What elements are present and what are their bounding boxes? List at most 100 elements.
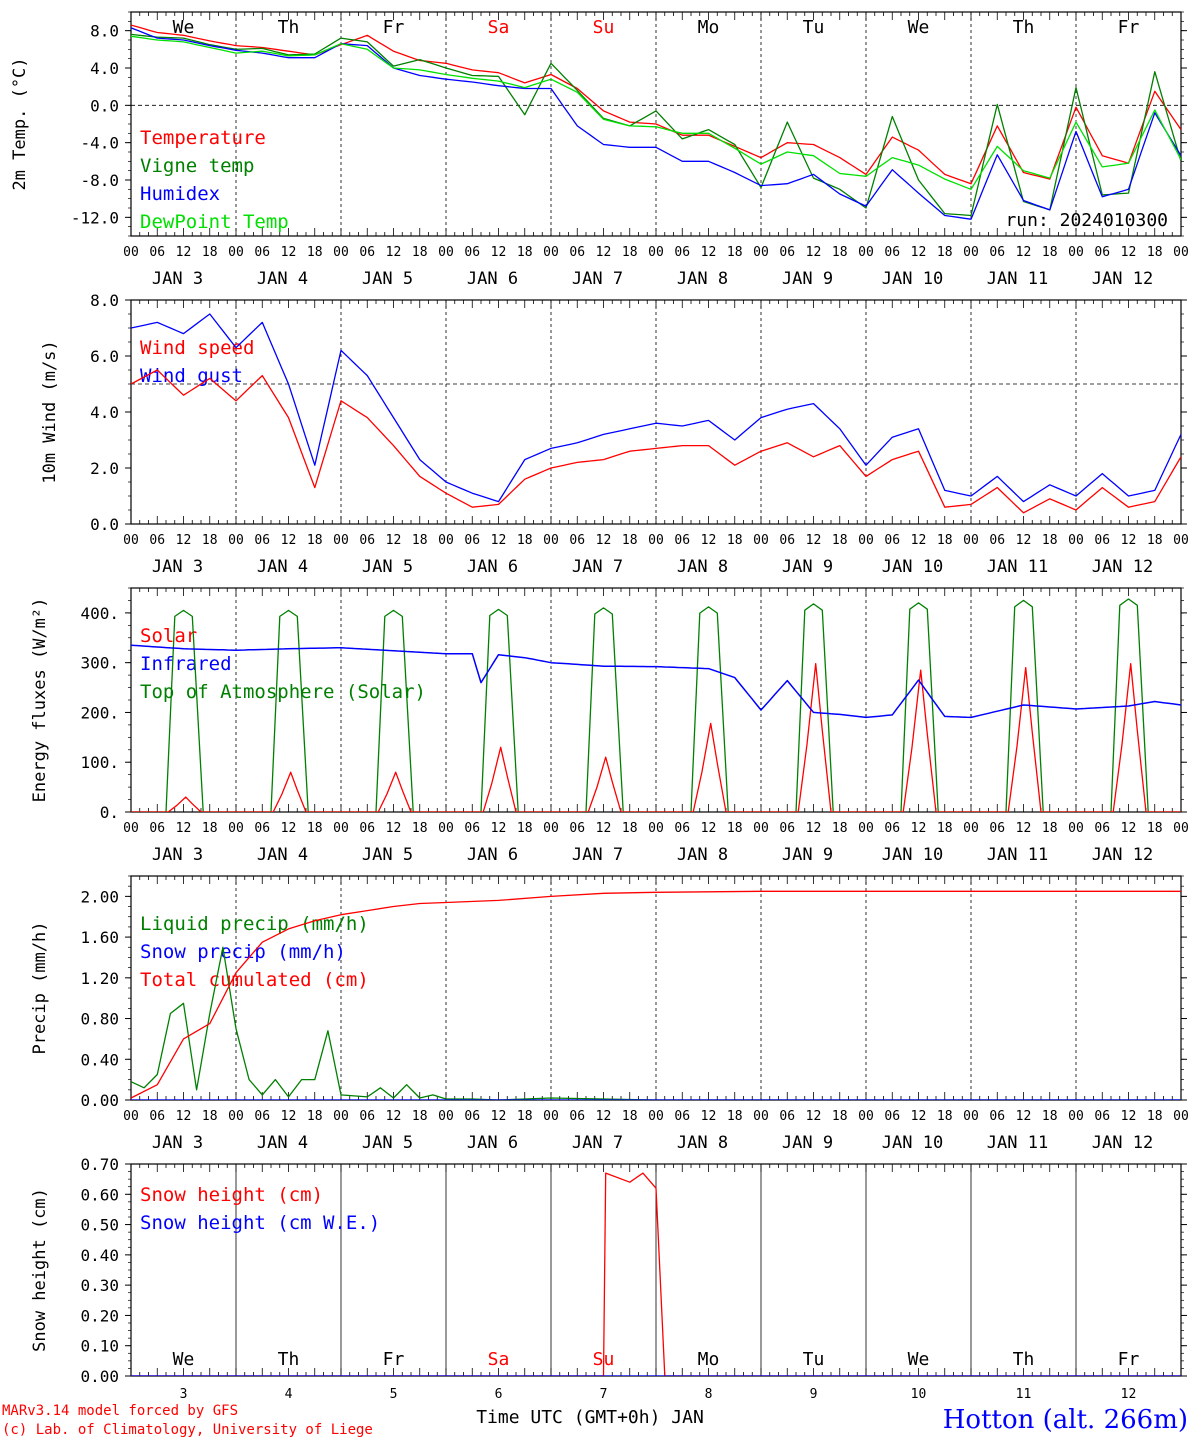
hour-label: 12 bbox=[911, 245, 927, 260]
y-tick-label: 0.70 bbox=[80, 1155, 119, 1174]
date-label: JAN 4 bbox=[257, 269, 308, 289]
hour-label: 06 bbox=[359, 821, 375, 836]
legend-entry: DewPoint Temp bbox=[140, 211, 289, 233]
hour-label: 06 bbox=[149, 821, 165, 836]
date-label: JAN 8 bbox=[677, 845, 728, 865]
date-label: JAN 6 bbox=[467, 1133, 518, 1153]
hour-label: 06 bbox=[464, 245, 480, 260]
hour-label: 12 bbox=[281, 245, 297, 260]
hour-label: 06 bbox=[569, 821, 585, 836]
hour-label: 12 bbox=[281, 1109, 297, 1124]
hour-label: 12 bbox=[806, 1109, 822, 1124]
y-tick-label: 0.20 bbox=[80, 1306, 119, 1325]
date-label: JAN 4 bbox=[257, 1133, 308, 1153]
hour-label: 18 bbox=[307, 245, 323, 260]
hour-label: 00 bbox=[543, 821, 559, 836]
hour-label: 00 bbox=[963, 245, 979, 260]
series-total-cumulated-cm- bbox=[131, 890, 1181, 1099]
hour-label: 06 bbox=[1094, 245, 1110, 260]
y-tick-label: 200. bbox=[80, 703, 119, 722]
weekday-label: Th bbox=[278, 1349, 300, 1370]
hour-label: 18 bbox=[517, 821, 533, 836]
hour-label: 00 bbox=[438, 821, 454, 836]
hour-label: 00 bbox=[228, 1109, 244, 1124]
hour-label: 18 bbox=[412, 245, 428, 260]
hour-label: 06 bbox=[1094, 821, 1110, 836]
hour-label: 06 bbox=[884, 1109, 900, 1124]
hour-label: 12 bbox=[386, 821, 402, 836]
hour-label: 12 bbox=[176, 1109, 192, 1124]
hour-label: 12 bbox=[701, 533, 717, 548]
hour-label: 00 bbox=[1173, 245, 1189, 260]
series-group bbox=[131, 313, 1181, 514]
hour-label: 00 bbox=[438, 1109, 454, 1124]
hour-label: 00 bbox=[753, 533, 769, 548]
day-number-label: 3 bbox=[180, 1387, 188, 1402]
hour-label: 12 bbox=[386, 245, 402, 260]
hour-label: 06 bbox=[884, 821, 900, 836]
hour-label: 12 bbox=[176, 245, 192, 260]
y-tick-label: 2.00 bbox=[80, 887, 119, 906]
y-tick-label: 0.60 bbox=[80, 1185, 119, 1204]
hour-label: 06 bbox=[884, 533, 900, 548]
y-tick-label: 0.0 bbox=[90, 96, 119, 115]
hour-label: 18 bbox=[1042, 533, 1058, 548]
hour-label: 18 bbox=[1147, 533, 1163, 548]
day-number-label: 4 bbox=[285, 1387, 293, 1402]
hour-label: 00 bbox=[648, 245, 664, 260]
legend-entry: Top of Atmosphere (Solar) bbox=[140, 681, 426, 703]
date-label: JAN 8 bbox=[677, 269, 728, 289]
hour-label: 00 bbox=[333, 533, 349, 548]
y-tick-label: 8.0 bbox=[90, 291, 119, 310]
date-label: JAN 10 bbox=[882, 269, 943, 289]
legend-entry: Liquid precip (mm/h) bbox=[140, 913, 369, 935]
date-label: JAN 3 bbox=[152, 1133, 203, 1153]
x-axis-label: Time UTC (GMT+0h) JAN bbox=[476, 1407, 704, 1428]
date-label: JAN 7 bbox=[572, 845, 623, 865]
date-label: JAN 9 bbox=[782, 269, 833, 289]
hour-label: 12 bbox=[596, 245, 612, 260]
hour-label: 00 bbox=[963, 1109, 979, 1124]
weekday-label: We bbox=[173, 17, 195, 38]
hour-label: 06 bbox=[989, 1109, 1005, 1124]
date-label: JAN 4 bbox=[257, 557, 308, 577]
date-label: JAN 12 bbox=[1092, 269, 1153, 289]
hour-label: 18 bbox=[517, 533, 533, 548]
date-label: JAN 7 bbox=[572, 269, 623, 289]
y-tick-label: 8.0 bbox=[90, 22, 119, 41]
y-tick-label: 0. bbox=[100, 803, 119, 822]
hour-label: 00 bbox=[543, 245, 559, 260]
hour-label: 00 bbox=[438, 245, 454, 260]
y-tick-label: 0.10 bbox=[80, 1337, 119, 1356]
hour-label: 12 bbox=[491, 1109, 507, 1124]
date-label: JAN 10 bbox=[882, 1133, 943, 1153]
y-tick-label: 0.80 bbox=[80, 1010, 119, 1029]
hour-label: 12 bbox=[596, 1109, 612, 1124]
y-tick-label: -8.0 bbox=[80, 171, 119, 190]
legend-entry: Humidex bbox=[140, 183, 220, 205]
hour-label: 00 bbox=[123, 533, 139, 548]
date-label: JAN 12 bbox=[1092, 1133, 1153, 1153]
weekday-label: Fr bbox=[1118, 1349, 1140, 1370]
hour-label: 12 bbox=[1016, 245, 1032, 260]
hour-label: 06 bbox=[884, 245, 900, 260]
date-label: JAN 3 bbox=[152, 845, 203, 865]
weekday-label: Th bbox=[1013, 17, 1035, 38]
hour-label: 00 bbox=[648, 533, 664, 548]
hour-label: 12 bbox=[806, 245, 822, 260]
hour-label: 06 bbox=[779, 1109, 795, 1124]
hour-label: 18 bbox=[937, 821, 953, 836]
hour-label: 18 bbox=[937, 533, 953, 548]
hour-label: 06 bbox=[674, 245, 690, 260]
hour-label: 12 bbox=[911, 533, 927, 548]
hour-label: 18 bbox=[307, 533, 323, 548]
legend-entry: Infrared bbox=[140, 653, 232, 675]
y-axis-label: Snow height (cm) bbox=[30, 1188, 50, 1352]
hour-label: 06 bbox=[1094, 1109, 1110, 1124]
hour-label: 18 bbox=[1042, 821, 1058, 836]
hour-label: 18 bbox=[832, 245, 848, 260]
hour-label: 18 bbox=[727, 245, 743, 260]
hour-label: 18 bbox=[832, 533, 848, 548]
hour-label: 18 bbox=[1147, 245, 1163, 260]
y-axis-label: 10m Wind (m/s) bbox=[40, 340, 60, 483]
